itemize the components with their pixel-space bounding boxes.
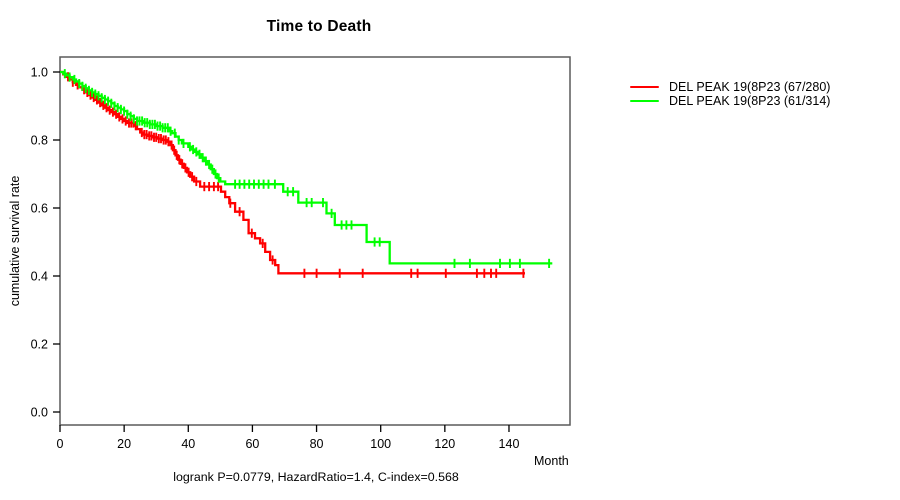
plot-title: Time to Death bbox=[266, 18, 372, 35]
x-tick-label: 0 bbox=[57, 437, 64, 451]
stats-caption: logrank P=0.0779, HazardRatio=1.4, C-ind… bbox=[173, 470, 459, 484]
y-tick-label: 0.8 bbox=[31, 133, 48, 147]
censor-marks-red-group bbox=[67, 72, 525, 278]
survival-curve-green-group bbox=[60, 70, 553, 265]
y-tick-label: 0.0 bbox=[31, 405, 48, 419]
x-tick-label: 60 bbox=[245, 437, 259, 451]
y-tick-label: 1.0 bbox=[31, 65, 48, 79]
legend-label-green: DEL PEAK 19(8P23 (61/314) bbox=[669, 94, 831, 108]
y-tick-label: 0.4 bbox=[31, 269, 48, 283]
red-line-swatch bbox=[630, 85, 659, 89]
y-tick-label: 0.6 bbox=[31, 201, 48, 215]
legend: DEL PEAK 19(8P23 (67/280) DEL PEAK 19(8P… bbox=[630, 80, 830, 108]
x-tick-label: 140 bbox=[499, 437, 520, 451]
legend-label-red: DEL PEAK 19(8P23 (67/280) bbox=[669, 80, 831, 94]
y-tick-label: 0.2 bbox=[31, 337, 48, 351]
x-tick-label: 40 bbox=[181, 437, 195, 451]
plot-box bbox=[59, 56, 571, 426]
x-tick-label: 100 bbox=[370, 437, 391, 451]
x-axis-label: Month bbox=[534, 454, 569, 468]
legend-item-green: DEL PEAK 19(8P23 (61/314) bbox=[630, 94, 830, 108]
censor-marks-green-group bbox=[63, 69, 551, 268]
x-tick-label: 20 bbox=[117, 437, 131, 451]
legend-item-red: DEL PEAK 19(8P23 (67/280) bbox=[630, 80, 830, 94]
survival-curve-red-group bbox=[60, 70, 525, 275]
x-tick-label: 80 bbox=[310, 437, 324, 451]
x-tick-label: 120 bbox=[434, 437, 455, 451]
y-axis-label: cumulative survival rate bbox=[8, 175, 22, 307]
green-line-swatch bbox=[630, 99, 659, 103]
